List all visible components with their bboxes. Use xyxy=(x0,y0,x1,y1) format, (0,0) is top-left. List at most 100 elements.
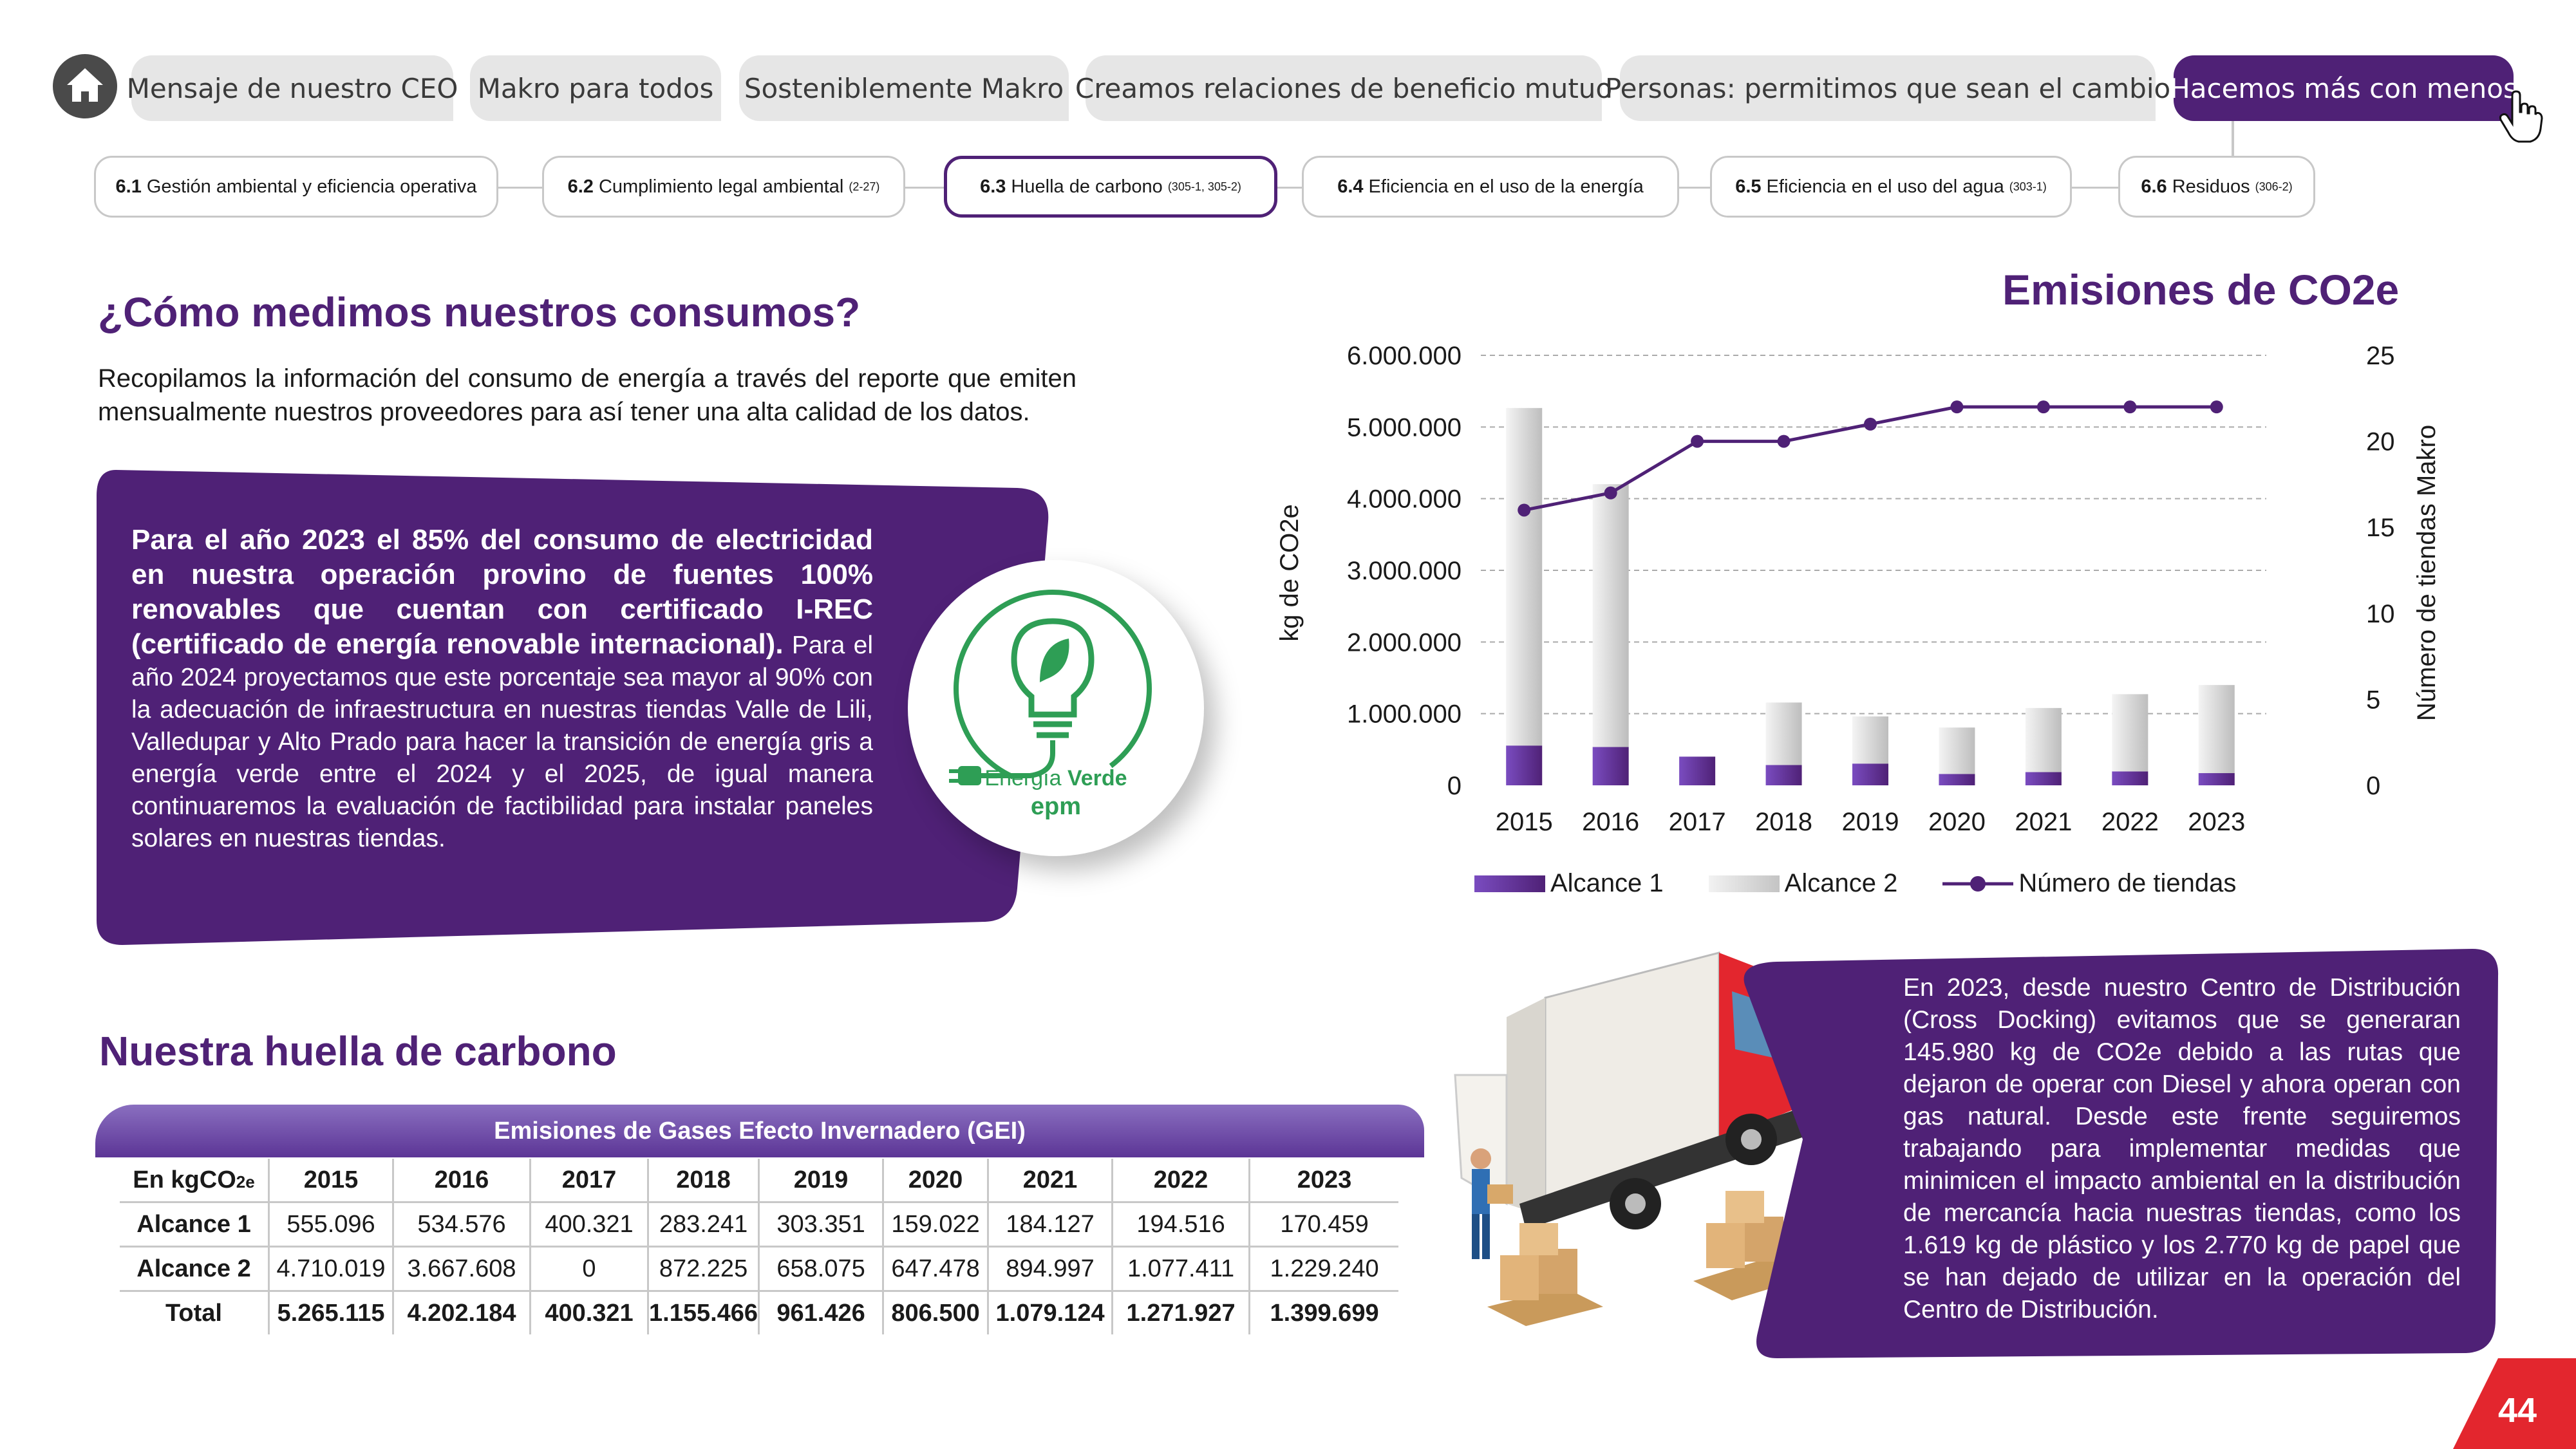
table-row: Total 5.265.115 4.202.184 400.321 1.155.466 9… xyxy=(120,1291,1398,1334)
home-button[interactable] xyxy=(53,54,117,118)
y-tick-label: 3.000.000 xyxy=(1347,557,1462,585)
table-cell: 184.127 xyxy=(988,1202,1114,1248)
subtab-6-1[interactable]: 6.1 Gestión ambiental y eficiencia operat… xyxy=(94,156,498,218)
subtab-6-3[interactable]: 6.3 Huella de carbono (305-1, 305-2) xyxy=(944,156,1277,218)
x-tick-label: 2020 xyxy=(1928,808,1986,836)
tab-2[interactable]: Makro para todos xyxy=(470,55,721,121)
table-row: Alcance 1 555.096 534.576 400.321 283.241 303… xyxy=(120,1202,1399,1248)
x-tick-label: 2016 xyxy=(1582,808,1639,836)
subtab-6-4[interactable]: 6.4 Eficiencia en el uso de la energía xyxy=(1302,156,1679,218)
table-cell: 806.500 xyxy=(883,1291,990,1334)
point-tiendas xyxy=(2123,400,2137,414)
y2-tick-label: 20 xyxy=(2366,428,2395,456)
table-cell: 647.478 xyxy=(883,1246,990,1292)
worker-left xyxy=(1471,1148,1513,1259)
ghg-table: En kgCO2e 2015 2016 2017 2018 2019 2020 2021 202… xyxy=(120,1159,1399,1334)
subtab-ref: (303-1) xyxy=(2009,180,2047,193)
table-cell: 961.426 xyxy=(758,1291,885,1334)
point-tiendas xyxy=(1691,435,1704,448)
page-corner xyxy=(2453,1358,2576,1449)
table-cell: 534.576 xyxy=(393,1202,531,1248)
year-header: 2022 xyxy=(1112,1159,1251,1203)
intro-paragraph: Recopilamos la información del consumo d… xyxy=(98,364,1076,426)
point-tiendas xyxy=(1604,486,1617,500)
subtab-label: Huella de carbono xyxy=(1011,176,1163,197)
y-tick-label: 1.000.000 xyxy=(1347,700,1462,729)
year-header: 2018 xyxy=(648,1159,760,1203)
table-cell: 4.710.019 xyxy=(268,1246,394,1292)
subtab-number: 6.2 xyxy=(567,176,594,197)
legend-swatch-tiendas xyxy=(1942,875,2014,892)
subtab-6-6[interactable]: 6.6 Residuos (306-2) xyxy=(2118,156,2315,218)
table-title-bar: Emisiones de Gases Efecto Invernadero (G… xyxy=(95,1105,1424,1157)
table-cell: 1.229.240 xyxy=(1249,1246,1399,1292)
year-header: 2019 xyxy=(758,1159,885,1203)
table-cell: 170.459 xyxy=(1249,1202,1399,1248)
subtab-6-5[interactable]: 6.5 Eficiencia en el uso del agua (303-1) xyxy=(1710,156,2072,218)
point-tiendas xyxy=(1777,435,1791,448)
y2-tick-label: 10 xyxy=(2366,600,2395,628)
table-cell: 3.667.608 xyxy=(393,1246,531,1292)
bar-alcance1 xyxy=(1852,763,1888,785)
year-header: 2020 xyxy=(883,1159,990,1203)
point-tiendas xyxy=(2210,400,2223,414)
tab-connector xyxy=(2232,121,2234,156)
table-title: Emisiones de Gases Efecto Invernadero (G… xyxy=(494,1117,1026,1145)
legend-label-tiendas: Número de tiendas xyxy=(2018,869,2237,897)
y-axis-title: kg de CO2e xyxy=(1275,504,1304,641)
subtab-6-2[interactable]: 6.2 Cumplimiento legal ambiental (2-27) xyxy=(542,156,905,218)
legend-swatch-alcance2 xyxy=(1708,875,1780,892)
y2-tick-label: 5 xyxy=(2366,686,2380,714)
table-cell: 400.321 xyxy=(530,1291,649,1334)
hand-cursor-icon xyxy=(2499,90,2543,143)
section-title-measure: ¿Cómo medimos nuestros consumos? xyxy=(98,289,861,335)
crossdock-text: En 2023, desde nuestro Centro de Distrib… xyxy=(1903,974,2461,1323)
legend-label-alcance2: Alcance 2 xyxy=(1784,869,1898,897)
subtab-ref: (306-2) xyxy=(2255,180,2293,193)
subtab-number: 6.5 xyxy=(1735,176,1762,197)
tab-3[interactable]: Sosteniblemente Makro xyxy=(739,55,1069,121)
y2-tick-label: 15 xyxy=(2366,514,2395,542)
table-cell: 1.077.411 xyxy=(1112,1246,1251,1292)
table-cell: 658.075 xyxy=(758,1246,885,1292)
table-cell: 159.022 xyxy=(883,1202,990,1248)
y-tick-label: 6.000.000 xyxy=(1347,342,1462,370)
y-tick-label: 4.000.000 xyxy=(1347,485,1462,514)
table-cell: 283.241 xyxy=(648,1202,760,1248)
unit-suffix: 2e xyxy=(236,1172,255,1192)
bar-alcance2 xyxy=(1765,702,1802,765)
page-number: 44 xyxy=(2498,1391,2537,1430)
table-cell: 400.321 xyxy=(530,1202,649,1248)
subtab-label: Cumplimiento legal ambiental xyxy=(598,176,844,197)
bar-alcance2 xyxy=(1506,407,1543,746)
subtab-label: Gestión ambiental y eficiencia operativa xyxy=(146,176,477,197)
year-header: 2017 xyxy=(530,1159,649,1203)
unit-prefix: En kgCO xyxy=(133,1166,236,1193)
bar-alcance2 xyxy=(1852,716,1888,764)
tab-6[interactable]: Hacemos más con menos xyxy=(2170,55,2517,121)
table-cell: 1.399.699 xyxy=(1270,1299,1379,1327)
table-cell: 194.516 xyxy=(1112,1202,1251,1248)
tab-1[interactable]: Mensaje de nuestro CEO xyxy=(127,55,458,121)
emissions-chart: 0 1.000.000 2.000.000 3.000.000 4.000.000 5.0… xyxy=(1275,342,2441,836)
y-tick-label: 5.000.000 xyxy=(1347,413,1462,442)
subtab-ref: (305-1, 305-2) xyxy=(1167,180,1241,193)
subtab-label: Residuos xyxy=(2172,176,2250,197)
x-tick-label: 2023 xyxy=(2188,808,2245,836)
legend-swatch-alcance1 xyxy=(1474,875,1545,892)
bar-alcance2 xyxy=(2025,707,2062,772)
highlight-box xyxy=(97,470,1049,945)
crossdock-box xyxy=(1744,949,2499,1358)
y-tick-label: 0 xyxy=(1447,772,1462,800)
tab-5[interactable]: Personas: permitimos que sean el cambio xyxy=(1605,55,2170,121)
x-tick-label: 2022 xyxy=(2101,808,2159,836)
table-cell: 5.265.115 xyxy=(268,1291,394,1334)
table-cell: 4.202.184 xyxy=(393,1291,531,1334)
bar-alcance1 xyxy=(1592,747,1629,785)
subtab-number: 6.1 xyxy=(115,176,142,197)
boxes-left xyxy=(1487,1223,1603,1326)
table-cell: 1.155.466 xyxy=(648,1291,760,1334)
row-label: Alcance 2 xyxy=(120,1246,270,1292)
bar-alcance1 xyxy=(1506,745,1543,785)
tab-4[interactable]: Creamos relaciones de beneficio mutuo xyxy=(1075,55,1612,121)
